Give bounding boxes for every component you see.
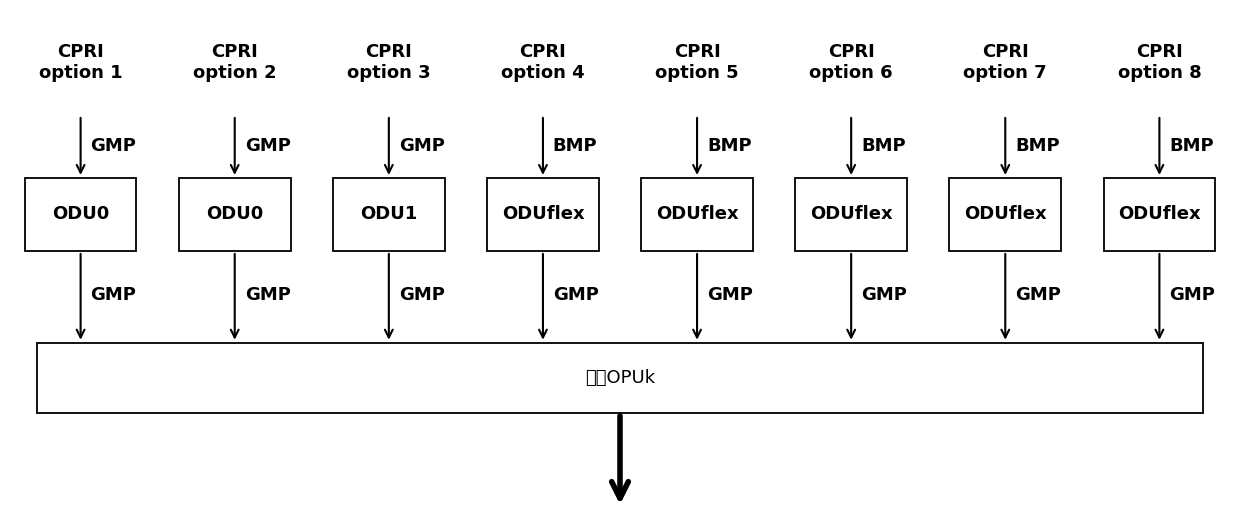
Text: BMP: BMP: [861, 138, 905, 155]
Text: GMP: GMP: [861, 287, 906, 304]
Text: CPRI
option 5: CPRI option 5: [655, 43, 739, 82]
Text: ODUflex: ODUflex: [1118, 206, 1200, 223]
Text: ODU1: ODU1: [360, 206, 418, 223]
Text: ODU0: ODU0: [206, 206, 263, 223]
Bar: [487, 178, 599, 251]
Bar: [179, 178, 290, 251]
Text: GMP: GMP: [1016, 287, 1061, 304]
Text: ODUflex: ODUflex: [810, 206, 893, 223]
Text: GMP: GMP: [244, 287, 290, 304]
Text: GMP: GMP: [1169, 287, 1215, 304]
Text: ODUflex: ODUflex: [502, 206, 584, 223]
Text: CPRI
option 2: CPRI option 2: [193, 43, 277, 82]
Bar: [1104, 178, 1215, 251]
Text: GMP: GMP: [91, 138, 136, 155]
Text: GMP: GMP: [91, 287, 136, 304]
Bar: [25, 178, 136, 251]
Text: CPRI
option 4: CPRI option 4: [501, 43, 585, 82]
Bar: [334, 178, 445, 251]
Bar: [641, 178, 753, 251]
Bar: [950, 178, 1061, 251]
Text: ODU0: ODU0: [52, 206, 109, 223]
Text: GMP: GMP: [399, 287, 445, 304]
Text: GMP: GMP: [553, 287, 599, 304]
Text: BMP: BMP: [553, 138, 598, 155]
Text: BMP: BMP: [1016, 138, 1060, 155]
Text: CPRI
option 1: CPRI option 1: [38, 43, 123, 82]
Bar: [795, 178, 906, 251]
Text: CPRI
option 7: CPRI option 7: [963, 43, 1047, 82]
Text: GMP: GMP: [399, 138, 445, 155]
Text: CPRI
option 3: CPRI option 3: [347, 43, 430, 82]
Text: BMP: BMP: [707, 138, 751, 155]
Text: ODUflex: ODUflex: [963, 206, 1047, 223]
Text: ODUflex: ODUflex: [656, 206, 738, 223]
Text: BMP: BMP: [1169, 138, 1214, 155]
Text: GMP: GMP: [707, 287, 753, 304]
Text: GMP: GMP: [244, 138, 290, 155]
Text: CPRI
option 8: CPRI option 8: [1117, 43, 1202, 82]
Text: CPRI
option 6: CPRI option 6: [810, 43, 893, 82]
Text: 高阶OPUk: 高阶OPUk: [585, 369, 655, 387]
Bar: [37, 343, 1203, 413]
